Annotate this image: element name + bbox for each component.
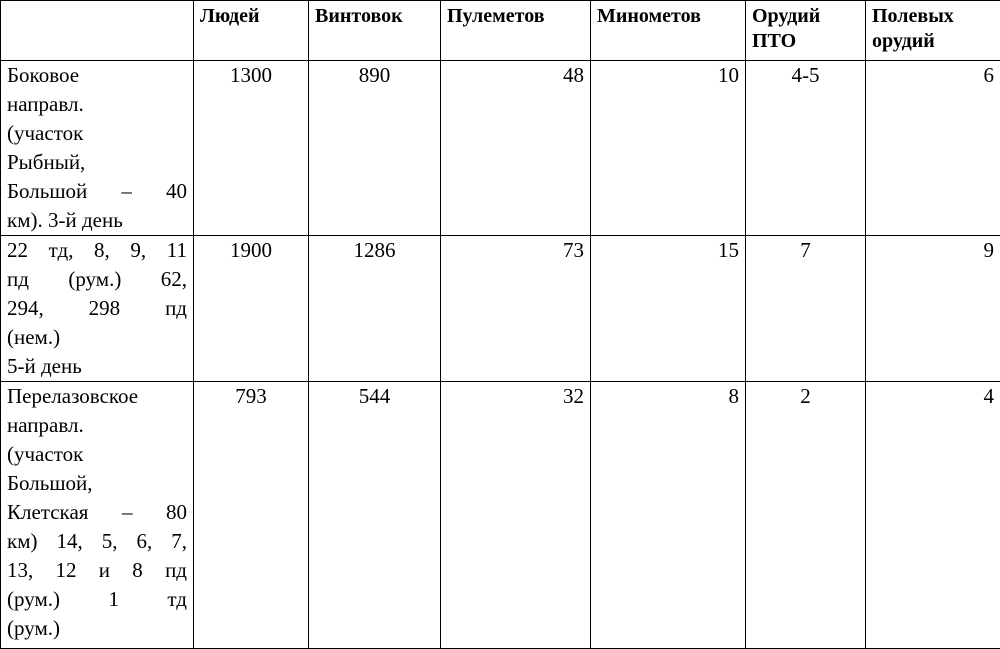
header-line: Людей <box>200 4 302 29</box>
value-cell: 8 <box>591 382 746 649</box>
label-line: Перелазовское <box>7 382 187 411</box>
value-cell: 1300 <box>194 61 309 236</box>
label-line: Клетская – 80 <box>7 498 187 527</box>
value-cell: 1900 <box>194 236 309 382</box>
corner-cell <box>1 1 194 61</box>
label-line: Боковое <box>7 61 187 90</box>
value-cell: 6 <box>866 61 1000 236</box>
value-cell: 73 <box>441 236 591 382</box>
value-cell: 890 <box>309 61 441 236</box>
label-line: 13, 12 и 8 пд <box>7 556 187 585</box>
header-line: Пулеметов <box>447 4 584 29</box>
label-line: (рум.) 1 тд <box>7 585 187 614</box>
column-header: Людей <box>194 1 309 61</box>
value-cell: 48 <box>441 61 591 236</box>
label-line: Рыбный, <box>7 148 187 177</box>
label-line: 22 тд, 8, 9, 11 <box>7 236 187 265</box>
value-cell: 10 <box>591 61 746 236</box>
value-cell: 15 <box>591 236 746 382</box>
header-line: орудий <box>872 29 994 54</box>
label-line: Большой – 40 <box>7 177 187 206</box>
label-line: 294, 298 пд <box>7 294 187 323</box>
label-line: км) 14, 5, 6, 7, <box>7 527 187 556</box>
header-line: Винтовок <box>315 4 434 29</box>
value-cell: 4-5 <box>746 61 866 236</box>
header-line: Орудий <box>752 4 859 29</box>
value-cell: 1286 <box>309 236 441 382</box>
label-line: Большой, <box>7 469 187 498</box>
column-header: Пулеметов <box>441 1 591 61</box>
label-line: направл. <box>7 90 187 119</box>
label-line: направл. <box>7 411 187 440</box>
value-cell: 7 <box>746 236 866 382</box>
label-line: пд (рум.) 62, <box>7 265 187 294</box>
column-header: Минометов <box>591 1 746 61</box>
value-cell: 544 <box>309 382 441 649</box>
column-header: Винтовок <box>309 1 441 61</box>
value-cell: 793 <box>194 382 309 649</box>
label-line: (рум.) <box>7 614 187 643</box>
label-line: (нем.) <box>7 323 187 352</box>
header-line: Полевых <box>872 4 994 29</box>
label-line: 5-й день <box>7 352 187 381</box>
value-cell: 32 <box>441 382 591 649</box>
value-cell: 2 <box>746 382 866 649</box>
label-line: (участок <box>7 440 187 469</box>
value-cell: 4 <box>866 382 1000 649</box>
label-line: (участок <box>7 119 187 148</box>
header-line: Минометов <box>597 4 739 29</box>
label-line: км). 3-й день <box>7 206 187 235</box>
value-cell: 9 <box>866 236 1000 382</box>
header-line: ПТО <box>752 29 859 54</box>
